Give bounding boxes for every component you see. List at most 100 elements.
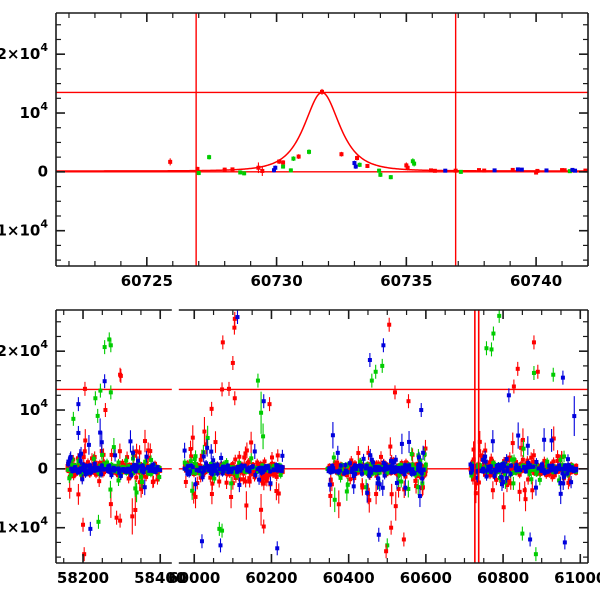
data-point (403, 474, 408, 479)
y-tick-label: 2×104 (0, 41, 48, 63)
data-point (230, 167, 235, 172)
data-point (521, 464, 526, 469)
data-point (405, 165, 410, 170)
outlier-marker (520, 531, 525, 536)
data-point (356, 451, 361, 456)
data-point (566, 463, 571, 468)
data-point (407, 439, 412, 444)
data-point (572, 414, 577, 419)
data-point (528, 464, 533, 469)
data-point (215, 471, 220, 476)
data-point (397, 472, 402, 477)
data-point (253, 472, 258, 477)
data-point (566, 480, 571, 485)
data-point (573, 168, 578, 173)
data-point (526, 477, 531, 482)
outlier-marker (484, 346, 489, 351)
data-point (235, 473, 240, 478)
cluster-points (182, 438, 285, 493)
outlier-point (118, 513, 123, 528)
data-point (233, 457, 238, 462)
data-point (529, 477, 534, 482)
x-tick-label: 58200 (57, 569, 109, 587)
outlier-marker (528, 537, 533, 542)
data-point (545, 459, 550, 464)
data-point (484, 474, 489, 479)
data-point (98, 430, 103, 435)
data-point (144, 454, 149, 459)
data-point (327, 482, 332, 487)
data-point (274, 463, 279, 468)
data-point (458, 169, 463, 174)
outlier-point (220, 523, 225, 538)
data-point (231, 466, 236, 471)
top-y-tick-labels: -1×104 0 104 2×104 (0, 41, 48, 239)
data-point (508, 471, 513, 476)
outlier-point (255, 373, 260, 388)
outlier-marker (71, 416, 76, 421)
data-point (353, 164, 358, 169)
cluster-cluster-2023b (325, 422, 428, 521)
data-point (222, 167, 227, 172)
data-point (471, 447, 476, 452)
data-point (428, 168, 433, 173)
data-point (364, 463, 369, 468)
data-point (555, 458, 560, 463)
data-point (193, 462, 198, 467)
data-point (133, 469, 138, 474)
y-tick-label: 0 (38, 459, 48, 477)
data-point (561, 481, 566, 486)
outlier-marker (98, 388, 103, 393)
outlier-marker (220, 387, 225, 392)
data-point (241, 471, 246, 476)
data-point (117, 470, 122, 475)
data-point (544, 168, 549, 173)
data-point (117, 449, 122, 454)
data-point (380, 485, 385, 490)
data-point (509, 467, 514, 472)
data-point (505, 469, 510, 474)
data-point (388, 175, 393, 180)
data-point (198, 465, 203, 470)
data-point (527, 468, 532, 473)
data-point (514, 463, 519, 468)
data-point (357, 162, 362, 167)
outlier-marker (489, 347, 494, 352)
data-point (131, 470, 136, 475)
outlier-marker (235, 315, 240, 320)
data-point (124, 458, 129, 463)
data-point (526, 461, 531, 466)
outlier-marker (232, 316, 237, 321)
data-point (499, 482, 504, 487)
data-point (198, 457, 203, 462)
data-point (205, 436, 210, 441)
data-point (503, 472, 508, 477)
data-point (142, 439, 147, 444)
data-point (574, 468, 579, 473)
data-point (501, 469, 506, 474)
data-point (100, 452, 105, 457)
data-point (275, 453, 280, 458)
data-point (475, 475, 480, 480)
data-point (225, 466, 230, 471)
outlier-point (103, 403, 108, 418)
data-point (137, 450, 142, 455)
outlier-marker (199, 539, 204, 544)
outlier-marker (373, 369, 378, 374)
data-point (344, 473, 349, 478)
outlier-marker (114, 515, 119, 520)
data-point (209, 464, 214, 469)
data-point (494, 464, 499, 469)
data-point (481, 466, 486, 471)
data-point (471, 457, 476, 462)
outlier-point (108, 338, 113, 353)
data-point (262, 459, 267, 464)
data-point (375, 481, 380, 486)
data-point (229, 481, 234, 486)
data-point (514, 460, 519, 465)
data-point (259, 477, 264, 482)
data-point (76, 468, 81, 473)
outlier-point (489, 342, 494, 357)
data-point (120, 464, 125, 469)
data-point (229, 469, 234, 474)
